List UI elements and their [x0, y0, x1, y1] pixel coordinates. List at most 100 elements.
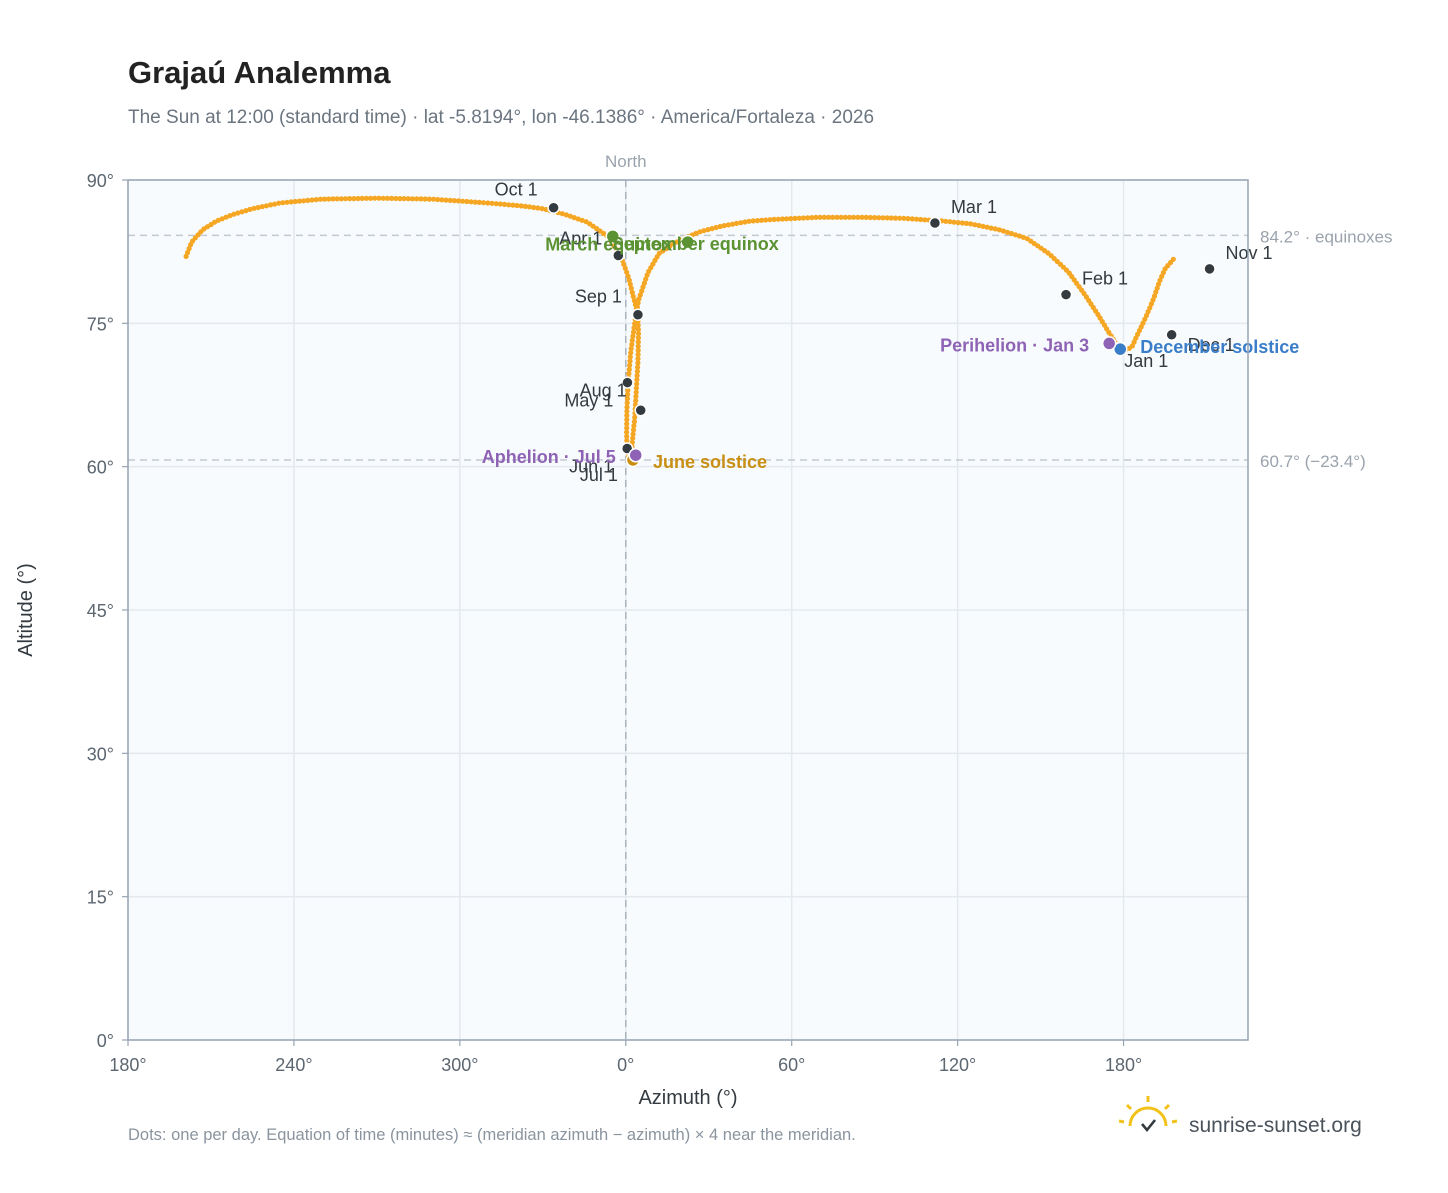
day-dot [342, 196, 349, 202]
day-dot [632, 321, 638, 327]
month-label: Jul 1 [580, 465, 618, 485]
day-dot [186, 246, 192, 252]
day-dot [563, 212, 569, 218]
day-dot [280, 200, 286, 206]
day-dot [359, 195, 365, 201]
day-dot [630, 333, 636, 339]
day-dot [321, 196, 328, 202]
reference-label: 60.7° (−23.4°) [1260, 452, 1366, 471]
day-dot [567, 213, 573, 219]
day-dot [627, 358, 633, 364]
day-dot [624, 400, 630, 406]
north-label: North [605, 152, 647, 171]
day-dot [851, 214, 857, 220]
day-dot [267, 202, 274, 208]
day-dot [621, 261, 627, 267]
day-dot [243, 208, 249, 214]
day-dot [963, 220, 970, 226]
day-dot [842, 214, 848, 220]
x-tick-label: 300° [441, 1055, 478, 1075]
day-dot [506, 202, 512, 208]
day-dot [767, 217, 773, 223]
day-dot [888, 215, 894, 221]
day-dot [734, 220, 740, 226]
day-dot [838, 214, 844, 220]
day-dot [959, 220, 966, 226]
day-dot [1016, 233, 1023, 239]
y-axis-label: Altitude (°) [15, 563, 37, 657]
day-dot [943, 218, 949, 224]
day-dot [880, 215, 886, 221]
day-dot [518, 203, 524, 209]
day-dot [624, 412, 630, 419]
day-dot [635, 326, 642, 333]
day-dot [805, 215, 811, 221]
day-dot [750, 218, 756, 224]
day-dot [639, 288, 645, 294]
day-dot [472, 199, 478, 205]
day-dot [867, 214, 874, 221]
month-point [634, 404, 647, 417]
event-label: September equinox [612, 234, 779, 254]
day-dot [347, 196, 353, 202]
day-dot [951, 219, 957, 225]
day-dot [705, 227, 711, 233]
day-dot [713, 224, 719, 231]
day-dot [468, 199, 474, 205]
month-label: Jun 1 [569, 457, 613, 477]
day-dot [624, 404, 630, 410]
day-dot [384, 195, 390, 201]
day-dot [1153, 289, 1159, 295]
event-label: Perihelion · Jan 3 [940, 335, 1089, 355]
day-dot [1150, 297, 1156, 303]
month-label: Aug 1 [580, 380, 627, 400]
day-dot [263, 203, 269, 209]
day-dot [809, 215, 815, 221]
day-dot [414, 196, 420, 202]
day-dot [624, 429, 630, 435]
day-dot [405, 196, 411, 202]
day-dot [709, 226, 715, 232]
day-dot [630, 329, 637, 335]
day-dot [624, 438, 630, 444]
day-dot [775, 216, 781, 222]
day-dot [625, 391, 631, 398]
event-label: December solstice [1140, 337, 1299, 357]
day-dot [996, 227, 1003, 233]
day-dot [922, 217, 928, 223]
day-dot [641, 280, 648, 286]
day-dot [972, 222, 978, 228]
day-dot [485, 200, 491, 206]
day-dot [579, 217, 585, 223]
day-dot [633, 398, 639, 404]
day-dot [624, 421, 630, 427]
day-dot [947, 219, 953, 225]
footer-note: Dots: one per day. Equation of time (min… [128, 1126, 856, 1144]
day-dot [501, 201, 508, 207]
day-dot [909, 216, 915, 222]
day-dot [627, 362, 633, 368]
event-point [680, 234, 695, 250]
day-dot [455, 198, 462, 204]
day-dot [219, 216, 225, 222]
day-dot [215, 217, 221, 223]
day-dot [635, 347, 641, 353]
day-dot [872, 215, 878, 221]
x-axis-label: Azimuth (°) [638, 1087, 737, 1109]
month-point [631, 308, 645, 321]
day-dot [622, 265, 628, 271]
day-dot [451, 198, 457, 204]
day-dot [635, 343, 641, 349]
day-dot [393, 195, 399, 202]
event-point [628, 447, 643, 463]
day-dot [884, 215, 890, 221]
day-dot [251, 205, 257, 211]
day-dot [313, 197, 319, 203]
day-dot [693, 230, 699, 236]
day-dot [239, 209, 245, 215]
day-dot [627, 281, 633, 287]
day-dot [1157, 277, 1163, 283]
day-dot [635, 331, 642, 337]
